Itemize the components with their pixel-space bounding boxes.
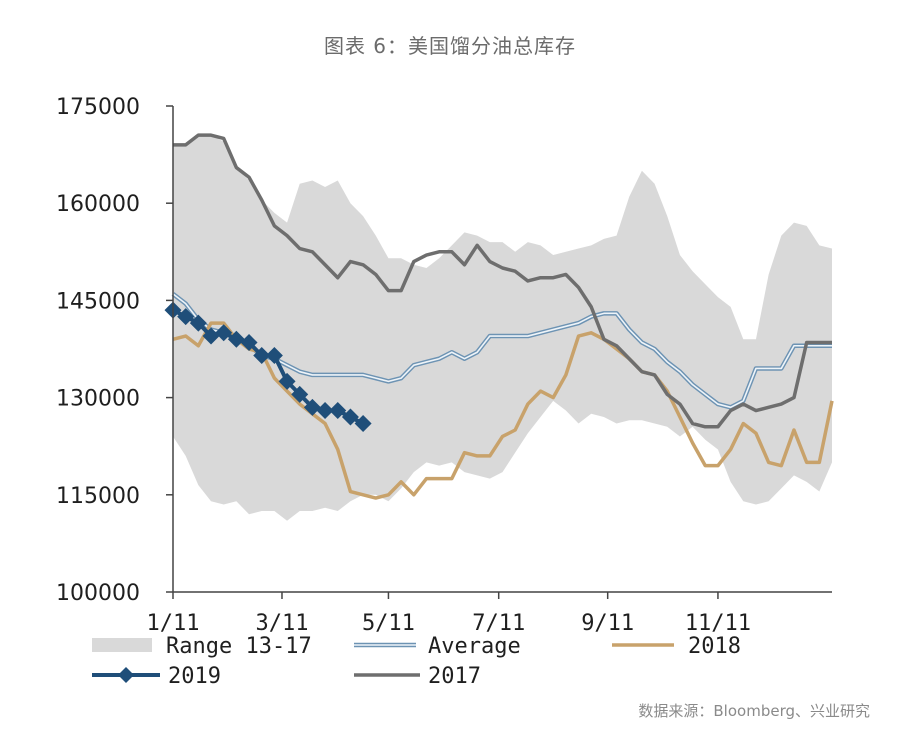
series-2019-point: [215, 324, 233, 342]
legend-2019-marker: [118, 667, 134, 683]
chart-title: 图表 6：美国馏分油总库存: [323, 34, 577, 58]
series-2019-point: [329, 402, 347, 420]
series-2019-point: [240, 334, 258, 352]
legend-group: Range 13-17 Average 2018 2019 2017: [92, 634, 741, 689]
y-tick-label: 130000: [56, 387, 140, 412]
y-tick-label: 100000: [56, 581, 140, 606]
range-band: [173, 135, 832, 521]
series-2019-point: [303, 398, 321, 416]
series-2017-line: [173, 133, 832, 429]
legend-2019-label: 2019: [168, 664, 221, 689]
series-2019-point: [354, 415, 372, 433]
series-2019-point: [341, 408, 359, 426]
series-2018-line: [172, 321, 834, 500]
average-line-inner: [172, 293, 832, 409]
legend-average-label: Average: [428, 634, 521, 659]
series-2019-point: [202, 327, 220, 345]
x-tick-label: 3/11: [255, 611, 308, 636]
series-2019-point: [227, 330, 245, 348]
series-lines-group: [164, 133, 834, 500]
series-2019-point: [291, 385, 309, 403]
tick-labels-group: 100000 115000 130000 145000 160000 175000 1/11…: [56, 95, 751, 636]
y-tick-label: 160000: [56, 192, 140, 217]
x-tick-label: 9/11: [581, 611, 634, 636]
series-2019-point: [189, 314, 207, 332]
legend-2018-label: 2018: [688, 634, 741, 659]
x-tick-label: 1/11: [147, 611, 200, 636]
y-tick-label: 115000: [56, 484, 140, 509]
axes-group: [166, 105, 832, 599]
x-tick-label: 11/11: [685, 611, 751, 636]
series-2019-point: [278, 372, 296, 390]
range-band-group: [173, 135, 832, 521]
legend-range-swatch: [92, 638, 152, 652]
legend-2017-label: 2017: [428, 664, 481, 689]
series-2019-point: [265, 346, 283, 364]
source-note: 数据来源：Bloomberg、兴业研究: [638, 702, 870, 720]
series-2019-point: [316, 402, 334, 420]
x-tick-label: 7/11: [472, 611, 525, 636]
y-tick-label: 175000: [56, 95, 140, 120]
series-2019-point: [177, 308, 195, 326]
x-tick-label: 5/11: [362, 611, 415, 636]
y-tick-label: 145000: [56, 289, 140, 314]
series-2019-point: [253, 346, 271, 364]
legend-range-label: Range 13-17: [166, 634, 312, 659]
